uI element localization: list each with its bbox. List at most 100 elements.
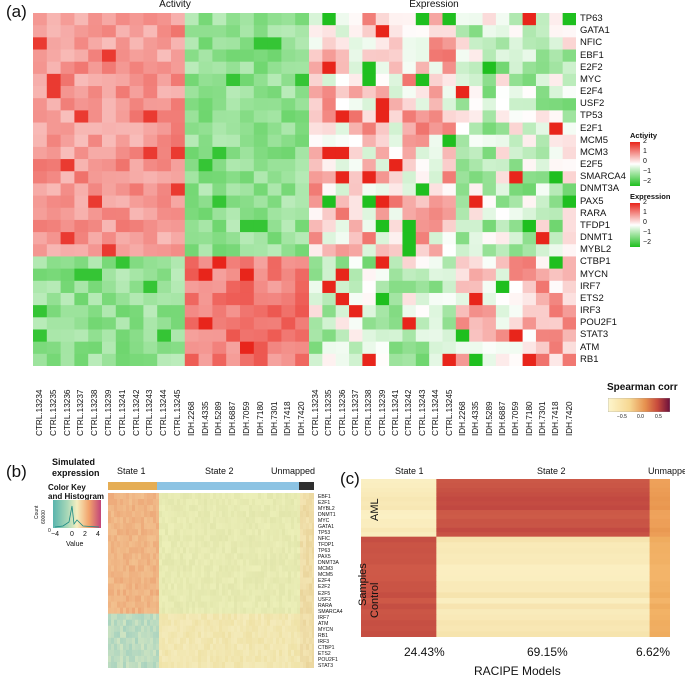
expression-cell [309, 317, 323, 330]
simulated-cell [204, 517, 208, 524]
c-row-control: Control [369, 582, 381, 618]
activity-cell [88, 219, 103, 233]
simulated-cell [291, 661, 295, 668]
expression-cell [482, 305, 497, 318]
simulated-cell [120, 607, 124, 615]
activity-cell [88, 353, 103, 366]
simulated-cell [255, 607, 259, 615]
simulated-cell [141, 631, 145, 639]
simulated-cell [216, 637, 220, 645]
simulated-cell [114, 535, 118, 542]
simulated-cell [294, 625, 298, 633]
simulated-cell [246, 529, 250, 536]
simulated-cell [108, 601, 112, 609]
simulated-cell [291, 577, 295, 584]
simulated-cell [297, 565, 301, 572]
activity-cell [267, 195, 282, 209]
simulated-cell [267, 541, 271, 548]
activity-cell [102, 171, 117, 184]
expression-cell [562, 122, 576, 136]
simulated-cell [138, 601, 142, 609]
simulated-cell [258, 613, 262, 621]
expression-cell [495, 341, 510, 355]
simulated-cell [219, 529, 223, 536]
activity-cell [212, 232, 227, 245]
simulated-cell [297, 517, 301, 524]
simulated-cell [225, 601, 229, 609]
simulated-cell [258, 643, 262, 651]
activity-cell [102, 25, 117, 38]
activity-title: Activity [159, 0, 191, 10]
simulated-cell [297, 649, 301, 657]
expression-cell [362, 25, 377, 38]
simulated-cell [162, 655, 166, 663]
expression-cell [509, 13, 523, 26]
simulated-cell [189, 553, 193, 560]
simulated-cell [129, 529, 133, 536]
simulated-cell [135, 511, 139, 518]
activity-cell [46, 268, 61, 282]
simulated-cell [159, 595, 163, 603]
simulated-cell [123, 547, 127, 554]
simulated-cell [120, 571, 124, 578]
simulated-cell [129, 547, 133, 554]
simulated-cell [216, 511, 220, 518]
spearman-cell [436, 536, 650, 543]
expression-cell [415, 86, 430, 99]
simulated-cell [189, 523, 193, 530]
expression-cell [349, 268, 363, 282]
simulated-cell [150, 631, 154, 639]
heatmap-activity [33, 13, 309, 366]
simulated-cell [303, 553, 307, 560]
expression-cell [495, 183, 510, 196]
activity-cell [226, 122, 241, 136]
simulated-cell [270, 541, 274, 548]
simulated-cell [126, 637, 130, 645]
simulated-cell [297, 625, 301, 633]
simulated-cell [288, 547, 292, 554]
expression-cell [335, 61, 350, 75]
simulated-cell [186, 553, 190, 560]
activity-cell [295, 86, 309, 99]
simulated-cell [183, 523, 187, 530]
simulated-cell [156, 601, 160, 609]
activity-cell [157, 13, 172, 26]
expression-cell [335, 232, 350, 245]
spearman-cell [361, 496, 437, 502]
simulated-cell [237, 535, 241, 542]
spearman-cell [436, 518, 650, 524]
simulated-cell [249, 649, 253, 657]
simulated-cell [261, 631, 265, 639]
simulated-cell [174, 565, 178, 572]
simulated-cell [261, 583, 265, 590]
simulated-cell [207, 643, 211, 651]
simulated-cell [213, 499, 217, 506]
expression-cell [322, 110, 337, 123]
simulated-cell [123, 631, 127, 639]
simulated-cell [180, 523, 184, 530]
sample-label: CTRL.13245 [444, 389, 454, 436]
simulated-cell [312, 505, 314, 512]
simulated-cell [279, 577, 283, 584]
simulated-cell [258, 649, 262, 657]
simulated-cell [303, 649, 307, 657]
simulated-cell [114, 523, 118, 530]
expression-cell [309, 159, 323, 172]
simulated-cell [300, 541, 304, 548]
simulated-cell [126, 517, 130, 524]
simulated-cell [138, 553, 142, 560]
activity-cell [212, 13, 227, 26]
simulated-cell [306, 655, 310, 663]
simulated-cell [114, 619, 118, 627]
simulated-cell [108, 583, 112, 590]
simulated-cell [243, 655, 247, 663]
activity-cell [295, 183, 309, 196]
expression-cell [535, 171, 550, 184]
expression-cell [455, 159, 470, 172]
simulated-cell [183, 547, 187, 554]
gene-label: PAX5 [580, 195, 604, 207]
simulated-cell [144, 535, 148, 542]
simulated-cell [183, 613, 187, 621]
simulated-cell [162, 529, 166, 536]
activity-cell [46, 207, 61, 221]
